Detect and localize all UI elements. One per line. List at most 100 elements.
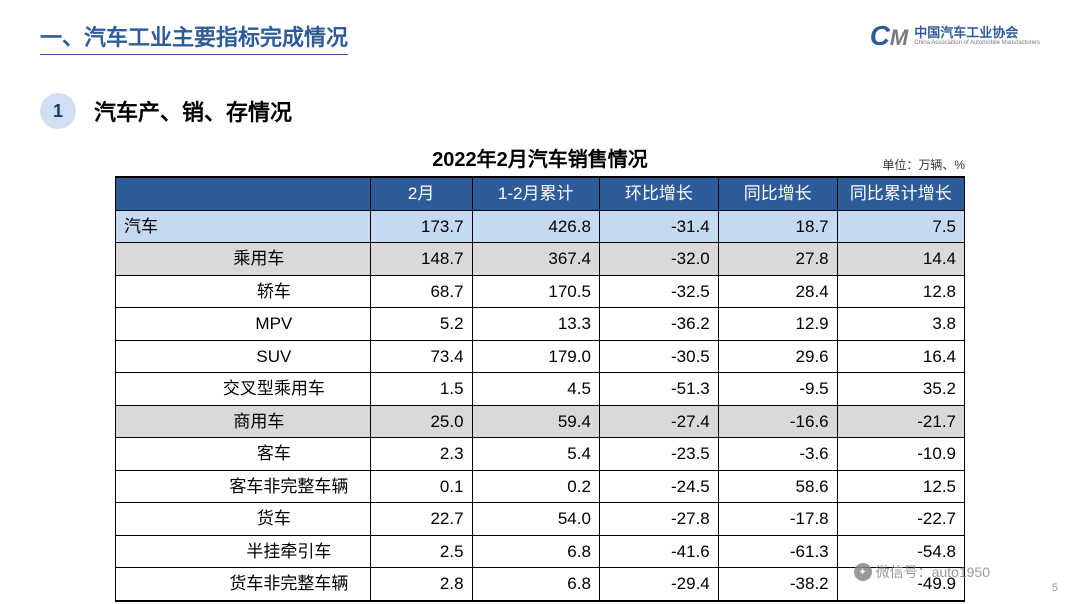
table-value-cell: 6.8 — [472, 568, 599, 601]
table-value-cell: -17.8 — [718, 503, 837, 536]
table-unit-label: 单位：万辆、% — [882, 156, 965, 173]
table-row: 汽车173.7426.8-31.418.77.5 — [116, 210, 965, 243]
table-row: 客车非完整车辆0.10.2-24.558.612.5 — [116, 470, 965, 503]
table-label-cell: SUV — [116, 340, 371, 373]
table-label-cell: 乘用车 — [116, 243, 371, 276]
table-value-cell: 3.8 — [837, 308, 964, 341]
table-value-cell: -41.6 — [599, 535, 718, 568]
table-value-cell: 16.4 — [837, 340, 964, 373]
table-value-cell: 0.1 — [370, 470, 472, 503]
table-label-cell: 交叉型乘用车 — [116, 373, 371, 406]
wechat-icon: ✦ — [854, 563, 872, 581]
table-label-cell: 半挂牵引车 — [116, 535, 371, 568]
table-value-cell: -10.9 — [837, 438, 964, 471]
table-header-cell: 1-2月累计 — [472, 177, 599, 210]
table-value-cell: 367.4 — [472, 243, 599, 276]
table-label-cell: 汽车 — [116, 210, 371, 243]
table-value-cell: 12.9 — [718, 308, 837, 341]
table-row: 商用车25.059.4-27.4-16.6-21.7 — [116, 405, 965, 438]
section-title: 汽车产、销、存情况 — [94, 95, 292, 127]
table-value-cell: 14.4 — [837, 243, 964, 276]
logo-mark-icon: CM — [870, 20, 909, 52]
table-value-cell: 4.5 — [472, 373, 599, 406]
table-value-cell: -3.6 — [718, 438, 837, 471]
table-value-cell: -21.7 — [837, 405, 964, 438]
caam-logo: CM 中国汽车工业协会 China Association of Automob… — [870, 20, 1040, 52]
logo-text-cn: 中国汽车工业协会 — [914, 26, 1040, 40]
table-label-cell: 轿车 — [116, 275, 371, 308]
table-header-cell: 环比增长 — [599, 177, 718, 210]
table-value-cell: 54.0 — [472, 503, 599, 536]
table-value-cell: 2.3 — [370, 438, 472, 471]
table-value-cell: -61.3 — [718, 535, 837, 568]
table-label-cell: 客车 — [116, 438, 371, 471]
table-header-cell — [116, 177, 371, 210]
table-value-cell: 1.5 — [370, 373, 472, 406]
table-row: 轿车68.7170.5-32.528.412.8 — [116, 275, 965, 308]
table-value-cell: -32.0 — [599, 243, 718, 276]
table-value-cell: 6.8 — [472, 535, 599, 568]
table-value-cell: 173.7 — [370, 210, 472, 243]
table-label-cell: 商用车 — [116, 405, 371, 438]
table-row: 货车非完整车辆2.86.8-29.4-38.2-49.9 — [116, 568, 965, 601]
table-row: 乘用车148.7367.4-32.027.814.4 — [116, 243, 965, 276]
table-value-cell: 2.5 — [370, 535, 472, 568]
table-row: SUV73.4179.0-30.529.616.4 — [116, 340, 965, 373]
table-value-cell: -24.5 — [599, 470, 718, 503]
table-value-cell: -27.4 — [599, 405, 718, 438]
table-value-cell: 29.6 — [718, 340, 837, 373]
table-value-cell: -51.3 — [599, 373, 718, 406]
table-value-cell: 179.0 — [472, 340, 599, 373]
table-value-cell: -38.2 — [718, 568, 837, 601]
table-value-cell: -16.6 — [718, 405, 837, 438]
table-value-cell: 68.7 — [370, 275, 472, 308]
table-value-cell: 12.5 — [837, 470, 964, 503]
table-value-cell: 28.4 — [718, 275, 837, 308]
logo-text-en: China Association of Automobile Manufact… — [914, 40, 1040, 47]
table-value-cell: 0.2 — [472, 470, 599, 503]
table-row: MPV5.213.3-36.212.93.8 — [116, 308, 965, 341]
table-value-cell: 25.0 — [370, 405, 472, 438]
table-value-cell: 58.6 — [718, 470, 837, 503]
table-value-cell: -29.4 — [599, 568, 718, 601]
table-label-cell: 货车 — [116, 503, 371, 536]
table-value-cell: 148.7 — [370, 243, 472, 276]
table-value-cell: -36.2 — [599, 308, 718, 341]
table-header-row: 2月1-2月累计环比增长同比增长同比累计增长 — [116, 177, 965, 210]
table-label-cell: MPV — [116, 308, 371, 341]
table-value-cell: 22.7 — [370, 503, 472, 536]
section-header: 1 汽车产、销、存情况 — [40, 93, 1040, 129]
table-header-cell: 2月 — [370, 177, 472, 210]
table-value-cell: 59.4 — [472, 405, 599, 438]
main-title: 一、汽车工业主要指标完成情况 — [40, 20, 348, 55]
table-row: 客车2.35.4-23.5-3.6-10.9 — [116, 438, 965, 471]
table-value-cell: 12.8 — [837, 275, 964, 308]
table-value-cell: 18.7 — [718, 210, 837, 243]
table-value-cell: 5.2 — [370, 308, 472, 341]
table-value-cell: -9.5 — [718, 373, 837, 406]
wechat-text: 微信号：auto1950 — [876, 562, 990, 582]
table-value-cell: -27.8 — [599, 503, 718, 536]
table-value-cell: 27.8 — [718, 243, 837, 276]
table-label-cell: 客车非完整车辆 — [116, 470, 371, 503]
table-header-cell: 同比增长 — [718, 177, 837, 210]
table-row: 半挂牵引车2.56.8-41.6-61.3-54.8 — [116, 535, 965, 568]
table-row: 交叉型乘用车1.54.5-51.3-9.535.2 — [116, 373, 965, 406]
sales-table: 2月1-2月累计环比增长同比增长同比累计增长 汽车173.7426.8-31.4… — [115, 176, 965, 602]
table-header-cell: 同比累计增长 — [837, 177, 964, 210]
table-value-cell: -30.5 — [599, 340, 718, 373]
table-value-cell: -23.5 — [599, 438, 718, 471]
section-number-badge: 1 — [40, 93, 76, 129]
table-value-cell: 426.8 — [472, 210, 599, 243]
table-value-cell: 73.4 — [370, 340, 472, 373]
table-value-cell: 2.8 — [370, 568, 472, 601]
table-value-cell: -22.7 — [837, 503, 964, 536]
table-value-cell: -32.5 — [599, 275, 718, 308]
table-row: 货车22.754.0-27.8-17.8-22.7 — [116, 503, 965, 536]
table-label-cell: 货车非完整车辆 — [116, 568, 371, 601]
wechat-watermark: ✦ 微信号：auto1950 — [854, 562, 990, 582]
table-value-cell: -31.4 — [599, 210, 718, 243]
table-value-cell: 35.2 — [837, 373, 964, 406]
table-value-cell: 170.5 — [472, 275, 599, 308]
page-number: 5 — [1052, 582, 1058, 594]
